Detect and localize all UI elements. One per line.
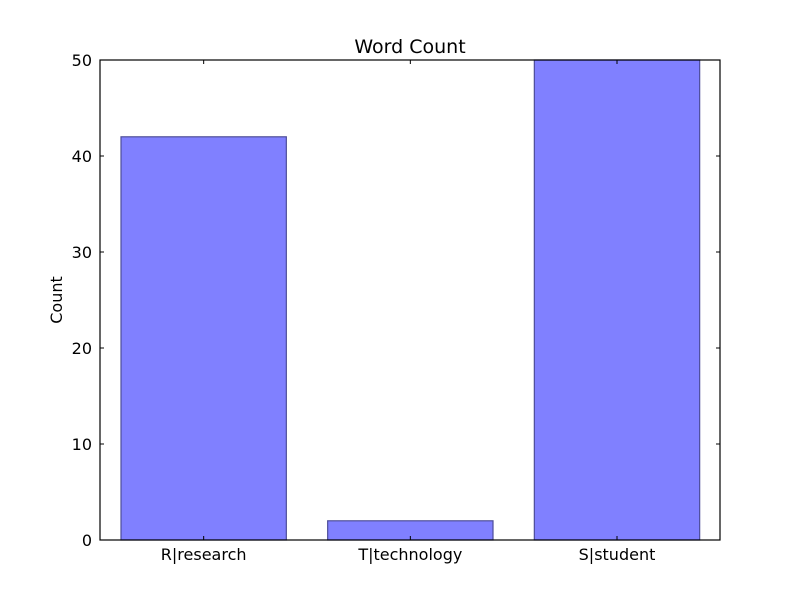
y-tick-label-4: 40 — [72, 147, 92, 166]
bar-0 — [120, 136, 287, 541]
x-tick-label-0: R|research — [161, 545, 247, 564]
y-tick-label-1: 10 — [72, 435, 92, 454]
y-tick-label-2: 20 — [72, 339, 92, 358]
x-tick-label-2: S|student — [579, 545, 656, 564]
x-tick-label-1: T|technology — [357, 545, 462, 564]
plot-frame — [99, 59, 721, 541]
ticks-layer: R|research T|technology S|student 0 10 20 30 40… — [72, 51, 720, 564]
y-tick-label-0: 0 — [82, 531, 92, 550]
y-tick-label-3: 30 — [72, 243, 92, 262]
bars-layer — [120, 59, 701, 541]
y-tick-label-5: 50 — [72, 51, 92, 70]
bar-2 — [533, 59, 701, 541]
chart-title: Word Count — [354, 36, 465, 58]
y-axis-label: Count — [47, 276, 66, 324]
